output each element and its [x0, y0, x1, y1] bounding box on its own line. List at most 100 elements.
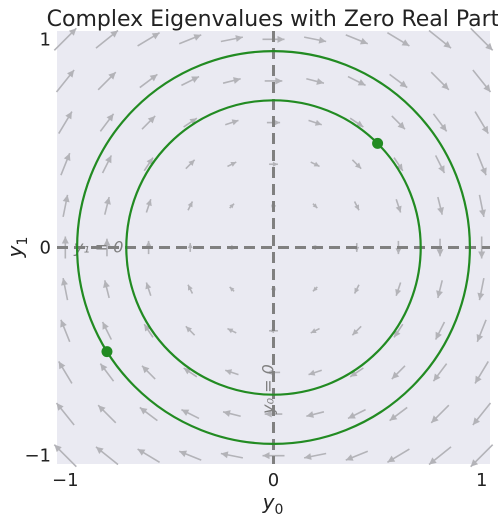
field-arrow	[53, 444, 77, 468]
field-arrow	[310, 327, 320, 334]
field-arrow	[269, 161, 278, 167]
field-arrow	[395, 199, 402, 213]
trajectory-curve	[125, 99, 422, 396]
field-arrow	[58, 111, 73, 135]
field-arrow	[345, 450, 369, 461]
field-arrow	[97, 71, 117, 91]
field-arrow	[353, 201, 360, 211]
field-arrow	[145, 199, 152, 213]
field-arrow	[58, 360, 73, 384]
field-arrow	[141, 115, 156, 130]
field-arrow	[306, 411, 325, 418]
field-arrow	[349, 117, 364, 128]
field-arrow	[395, 282, 402, 296]
field-arrow	[99, 113, 115, 132]
field-arrow	[97, 404, 117, 424]
y-tick-label: 1	[40, 29, 51, 50]
field-arrow	[137, 32, 161, 47]
field-arrow	[389, 73, 408, 89]
field-arrow	[185, 159, 196, 170]
field-arrow	[478, 194, 486, 218]
field-arrow	[181, 408, 200, 420]
field-arrow	[178, 450, 202, 461]
vector-field	[53, 27, 494, 468]
field-arrow	[141, 365, 156, 380]
field-arrow	[262, 452, 285, 460]
field-arrow	[345, 34, 369, 45]
field-arrow	[347, 75, 366, 87]
nullcline-y0: y₀ = 0	[259, 31, 278, 464]
nullcline-label: y₀ = 0	[259, 364, 278, 415]
field-arrow	[428, 29, 452, 49]
field-arrow	[60, 319, 71, 343]
field-arrow	[393, 323, 404, 338]
field-arrow	[187, 243, 193, 252]
field-arrow	[222, 77, 241, 84]
field-arrow	[430, 404, 450, 424]
trajectories	[76, 50, 471, 445]
field-arrow	[470, 27, 494, 51]
field-arrow	[143, 323, 154, 338]
field-arrow	[225, 119, 239, 126]
field-arrow	[437, 196, 444, 215]
field-arrow	[391, 115, 406, 130]
field-arrow	[55, 402, 75, 426]
field-arrow	[391, 365, 406, 380]
nullcline-y1: y₁ = 0	[57, 238, 490, 257]
field-arrow	[103, 238, 111, 257]
field-arrow	[351, 159, 362, 170]
axis-ticks: −1 0 1 −1 0 1	[24, 29, 487, 491]
field-arrow	[472, 402, 492, 426]
field-arrow	[183, 117, 198, 128]
y-axis-label: y1	[3, 237, 31, 259]
y-tick-label: −1	[24, 446, 51, 467]
field-arrow	[347, 408, 366, 420]
field-arrow	[185, 325, 196, 336]
field-arrow	[220, 451, 244, 459]
field-arrow	[476, 319, 487, 343]
field-arrow	[103, 280, 110, 299]
field-arrow	[351, 325, 362, 336]
field-arrow	[62, 194, 70, 218]
field-arrow	[183, 367, 198, 378]
trajectory-start-point	[101, 346, 113, 358]
field-arrow	[139, 406, 158, 422]
field-arrow	[306, 77, 325, 85]
field-arrow	[95, 29, 119, 49]
field-arrow	[139, 73, 158, 89]
field-arrow	[389, 406, 408, 422]
field-arrow	[308, 119, 322, 126]
field-arrow	[227, 161, 237, 168]
field-arrow	[386, 32, 410, 47]
field-arrow	[312, 203, 318, 209]
field-arrow	[101, 321, 113, 340]
x-axis-label: y0	[262, 490, 284, 518]
field-arrow	[474, 111, 489, 135]
field-arrow	[99, 363, 115, 382]
field-arrow	[478, 236, 486, 259]
field-arrow	[310, 161, 320, 168]
field-arrow	[101, 155, 113, 174]
field-arrow	[227, 327, 237, 334]
field-arrow	[61, 277, 69, 301]
field-arrow	[430, 71, 450, 91]
field-arrow	[432, 363, 448, 382]
field-arrow	[220, 35, 244, 43]
field-arrow	[55, 69, 75, 93]
chart-title: Complex Eigenvalues with Zero Real Part	[47, 7, 498, 32]
field-arrow	[434, 321, 446, 340]
field-arrow	[393, 157, 404, 172]
field-arrow	[229, 286, 235, 292]
field-arrow	[137, 448, 161, 463]
field-arrow	[145, 282, 152, 296]
field-arrow	[181, 75, 200, 87]
field-arrow	[476, 152, 487, 176]
field-arrow	[470, 444, 494, 468]
field-arrow	[353, 284, 360, 294]
field-arrow	[187, 284, 194, 294]
x-tick-label: 0	[268, 470, 279, 491]
field-arrow	[178, 34, 202, 45]
field-arrow	[222, 410, 241, 418]
field-arrow	[229, 203, 235, 209]
